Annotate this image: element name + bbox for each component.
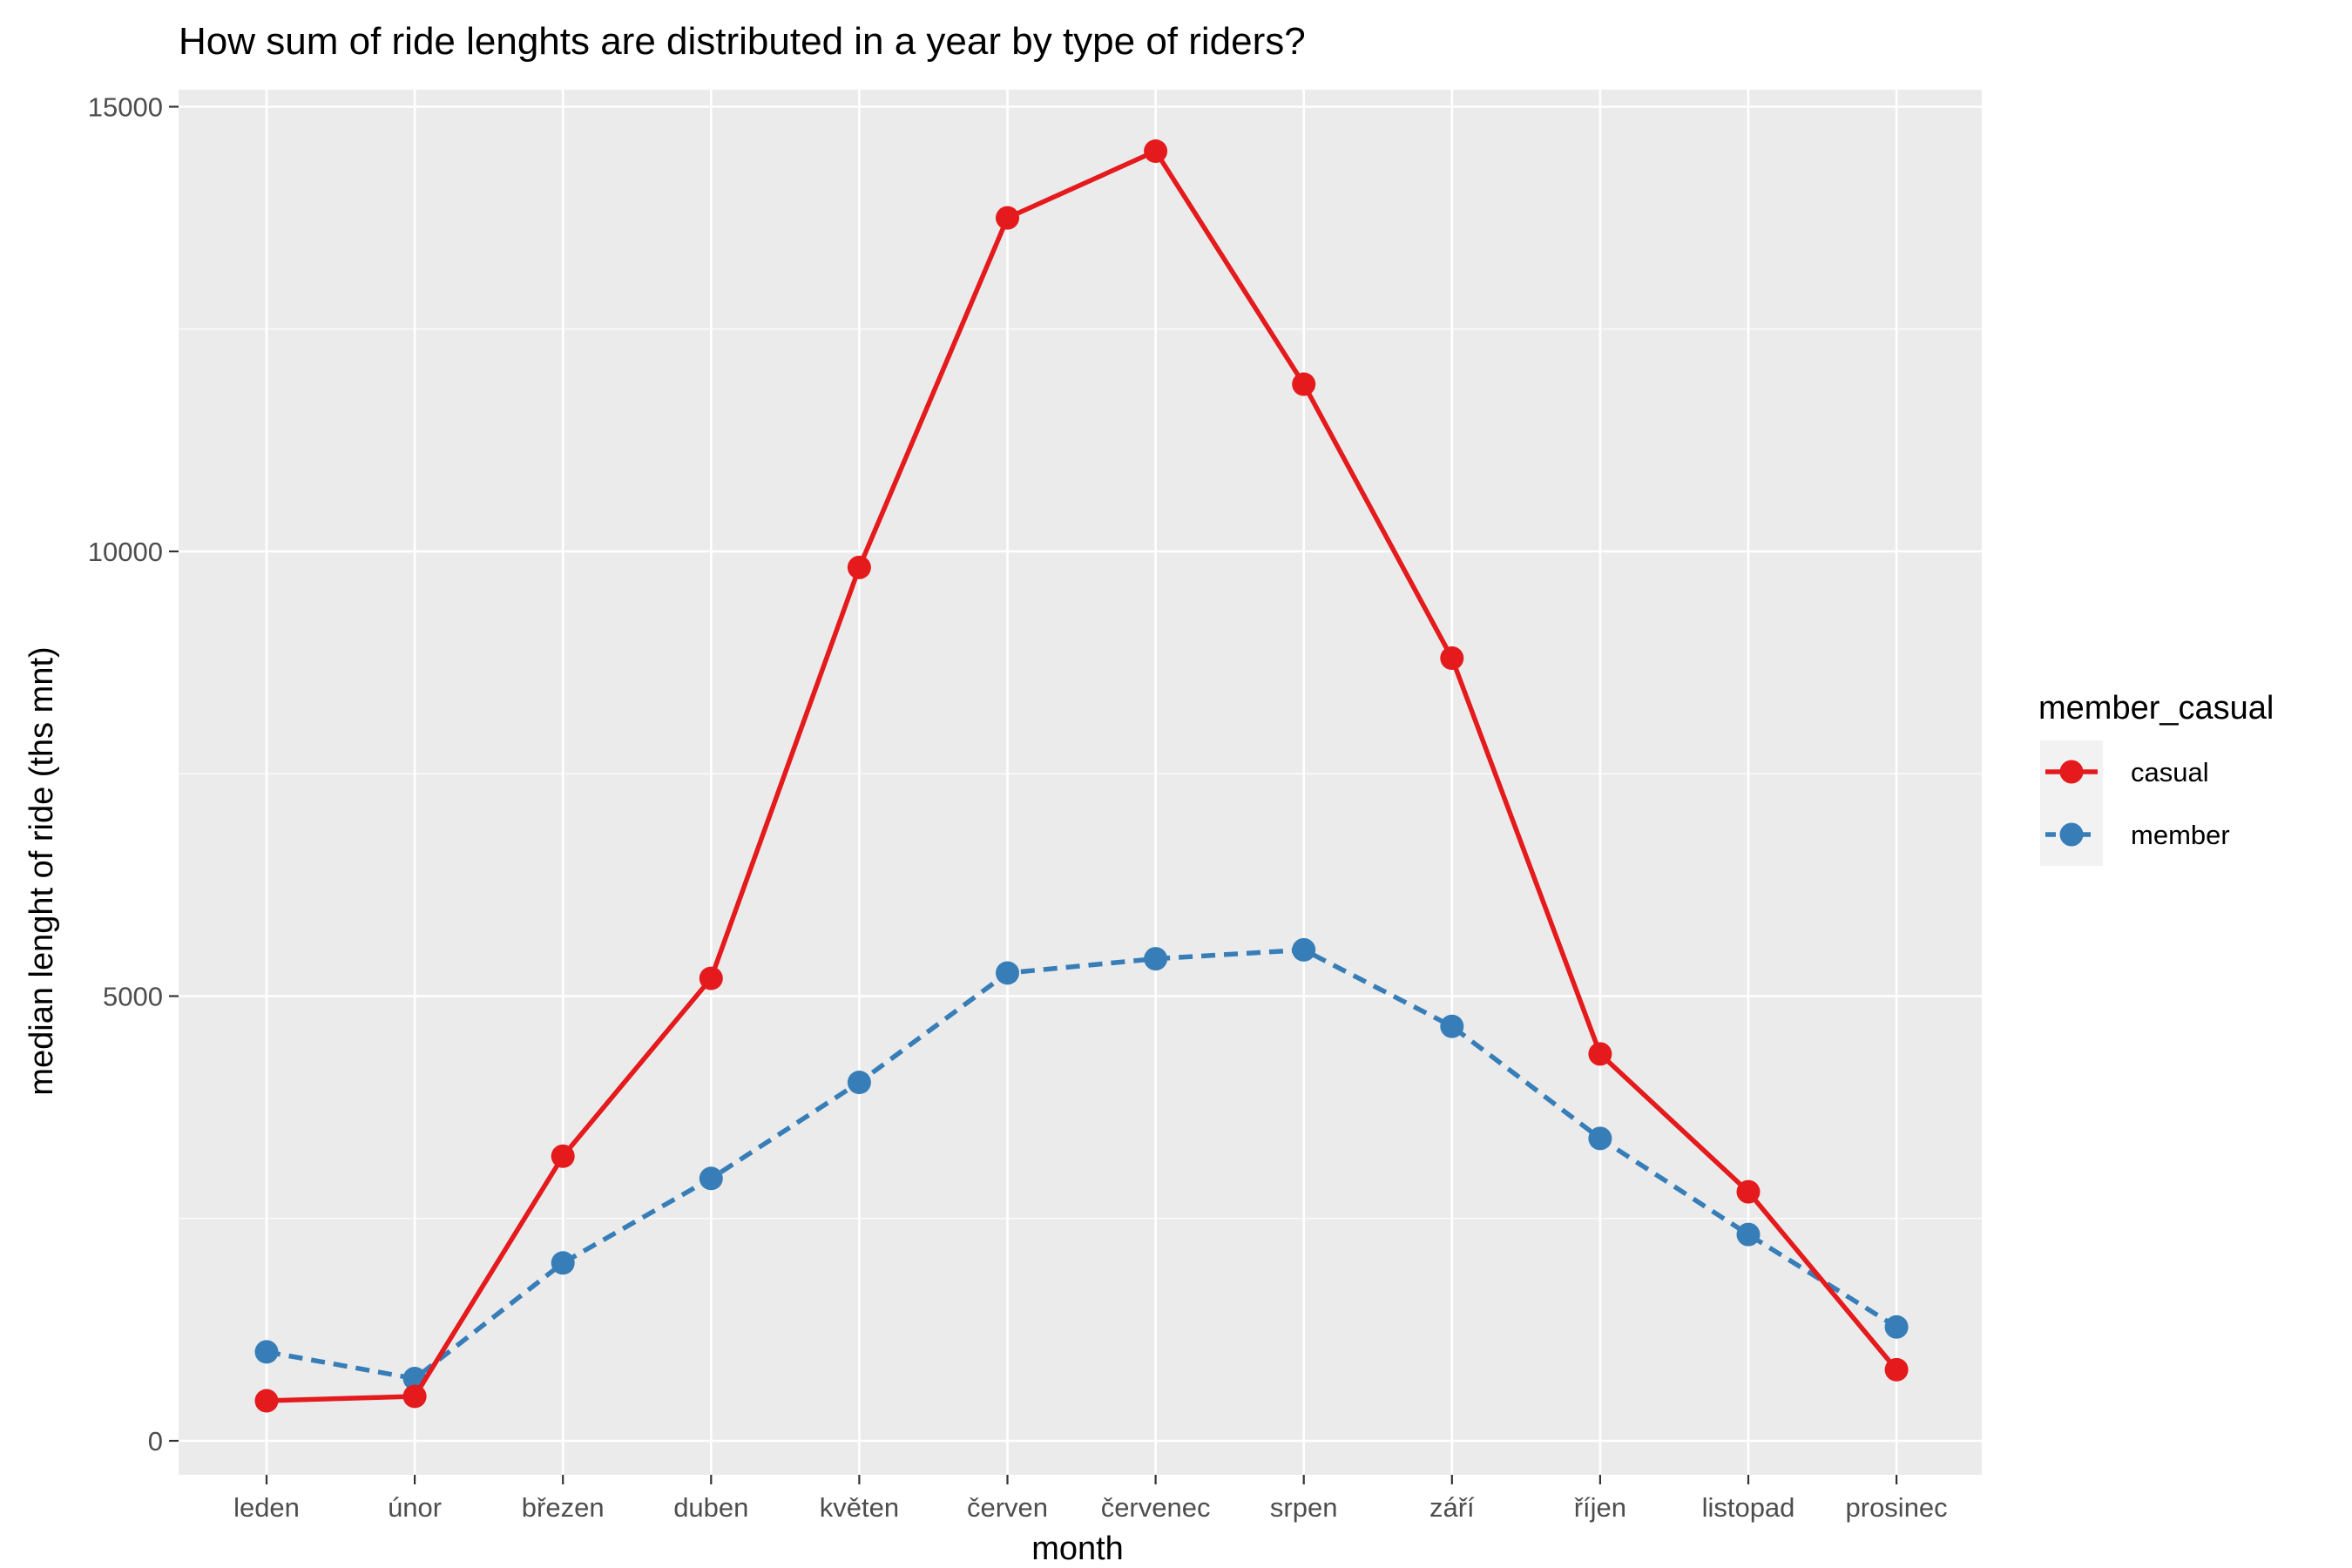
x-tick-label: září: [1429, 1492, 1475, 1523]
x-tick-label: duben: [673, 1492, 748, 1523]
data-point-member: [254, 1340, 279, 1364]
x-tick-label: srpen: [1270, 1492, 1338, 1523]
data-point-casual: [402, 1384, 427, 1409]
data-point-member: [847, 1071, 871, 1095]
data-point-member: [699, 1166, 723, 1191]
x-tick-label: listopad: [1702, 1492, 1795, 1523]
chart-title: How sum of ride lenghts are distributed …: [179, 20, 1306, 63]
data-point-casual: [1884, 1357, 1909, 1382]
legend-key-point-casual: [2059, 760, 2084, 784]
series-line-casual: [266, 148, 1899, 1403]
x-axis-title: month: [1031, 1531, 1124, 1567]
legend-key-point-member: [2059, 822, 2084, 847]
data-point-member: [1292, 937, 1316, 962]
x-tick-label: červenec: [1101, 1492, 1211, 1523]
x-tick-label: červen: [967, 1492, 1048, 1523]
series-member: [254, 937, 1909, 1391]
plot-panel: [179, 90, 1982, 1475]
data-point-member: [1884, 1315, 1909, 1339]
data-point-member: [1440, 1014, 1464, 1038]
y-tick-label: 10000: [88, 537, 163, 567]
series-layer: [254, 139, 1909, 1413]
x-tick-label: únor: [388, 1492, 442, 1523]
data-point-member: [1588, 1126, 1612, 1151]
data-point-member: [1144, 947, 1168, 971]
panel-background: [179, 90, 1982, 1475]
data-point-casual: [551, 1144, 575, 1168]
x-tick-label: březen: [522, 1492, 605, 1523]
series-line-member: [266, 947, 1898, 1382]
data-point-member: [1736, 1222, 1761, 1247]
data-point-casual: [847, 555, 871, 579]
data-point-casual: [699, 966, 723, 990]
data-point-casual: [1144, 139, 1168, 164]
data-point-member: [551, 1251, 575, 1275]
x-tick-label: leden: [233, 1492, 300, 1523]
x-tick-label: prosinec: [1846, 1492, 1948, 1523]
y-tick-label: 15000: [88, 92, 163, 123]
data-point-casual: [1292, 372, 1316, 396]
data-point-casual: [1588, 1042, 1612, 1066]
y-axis: 0 5000 10000 15000: [88, 92, 179, 1456]
data-point-casual: [996, 206, 1019, 230]
data-point-casual: [1440, 646, 1464, 671]
y-axis-title: median lenght of ride (ths mnt): [24, 646, 60, 1095]
x-axis: leden únor březen duben květen červen červenec…: [233, 1475, 1948, 1523]
y-tick-label: 5000: [103, 982, 163, 1012]
legend-label-casual: casual: [2131, 757, 2209, 787]
x-tick-label: květen: [820, 1492, 899, 1523]
y-tick-label: 0: [148, 1426, 163, 1456]
legend-title: member_casual: [2038, 690, 2274, 727]
data-point-casual: [1736, 1179, 1761, 1204]
grid-lines: [179, 90, 1982, 1475]
series-casual: [254, 139, 1909, 1413]
data-point-casual: [254, 1389, 279, 1413]
data-point-member: [996, 961, 1019, 985]
legend-label-member: member: [2131, 820, 2230, 850]
x-tick-label: říjen: [1574, 1492, 1626, 1523]
